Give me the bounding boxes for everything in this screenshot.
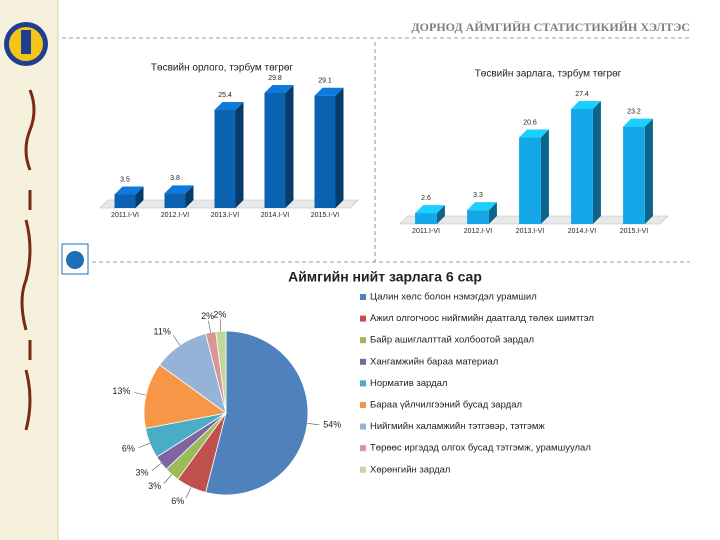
bar-top bbox=[164, 185, 194, 194]
pie-slice bbox=[215, 330, 227, 414]
x-tick-label: 2013.I-VI bbox=[516, 228, 544, 235]
bar bbox=[314, 95, 336, 208]
value-label: 23.2 bbox=[627, 108, 641, 115]
value-label: 2% bbox=[213, 310, 226, 320]
legend-label: Норматив зардал bbox=[370, 378, 447, 389]
legend-label: Нийгмийн халамжийн тэтгэвэр, тэтгэмж bbox=[370, 421, 545, 432]
leader-line bbox=[219, 319, 222, 332]
bar bbox=[214, 109, 236, 208]
x-tick-label: 2013.I-VI bbox=[211, 212, 239, 219]
x-tick-label: 2012.I-VI bbox=[464, 228, 492, 235]
bar bbox=[415, 213, 437, 224]
leader-line bbox=[151, 463, 162, 471]
leader-line bbox=[138, 442, 150, 448]
bar-side bbox=[235, 101, 244, 208]
bar bbox=[623, 126, 645, 224]
value-label: 3.8 bbox=[170, 175, 180, 182]
value-label: 2.6 bbox=[421, 195, 431, 202]
legend-label: Хангамжийн бараа материал bbox=[370, 356, 498, 367]
bar-side bbox=[488, 202, 497, 224]
value-label: 6% bbox=[171, 496, 184, 506]
bar-side bbox=[644, 118, 653, 224]
legend-label: Цалин хөлс болон нэмэгдэл урамшил bbox=[370, 292, 537, 303]
header-title: ДОРНОД АЙМГИЙН СТАТИСТИКИЙН ХЭЛТЭС bbox=[411, 20, 690, 34]
leader-line bbox=[172, 335, 181, 346]
bar-top bbox=[214, 101, 244, 110]
legend-swatch bbox=[360, 315, 366, 322]
value-label: 25.4 bbox=[218, 92, 232, 99]
chart-title: Төсвийн орлого, тэрбум төгрөг bbox=[151, 62, 293, 74]
bar bbox=[264, 93, 286, 208]
legend-swatch bbox=[360, 423, 366, 430]
x-tick-label: 2011.I-VI bbox=[111, 212, 139, 219]
bar bbox=[164, 193, 186, 208]
bar bbox=[571, 109, 593, 224]
bar-side bbox=[135, 186, 144, 208]
bar-side bbox=[335, 87, 344, 208]
legend-label: Хөрөнгийн зардал bbox=[370, 464, 450, 475]
value-label: 29.8 bbox=[268, 75, 282, 82]
bar bbox=[114, 194, 136, 208]
bar-top bbox=[314, 87, 344, 96]
value-label: 6% bbox=[122, 443, 135, 453]
legend-swatch bbox=[360, 445, 366, 452]
x-tick-label: 2012.I-VI bbox=[161, 212, 189, 219]
x-tick-label: 2015.I-VI bbox=[311, 212, 339, 219]
legend-swatch bbox=[360, 466, 366, 473]
leader-line bbox=[185, 487, 192, 499]
bar-top bbox=[264, 85, 294, 93]
leader-line bbox=[307, 422, 320, 426]
value-label: 13% bbox=[112, 386, 130, 396]
bar-side bbox=[185, 185, 194, 208]
bar-side bbox=[285, 85, 294, 208]
value-label: 20.6 bbox=[523, 119, 537, 126]
bar bbox=[519, 137, 541, 224]
leader-line bbox=[163, 474, 172, 484]
x-tick-label: 2015.I-VI bbox=[620, 228, 648, 235]
legend-swatch bbox=[360, 380, 366, 387]
bar-top bbox=[623, 118, 653, 127]
chart-title: Төсвийн зарлага, тэрбум төгрөг bbox=[475, 68, 622, 80]
value-label: 27.4 bbox=[575, 91, 589, 98]
value-label: 3.3 bbox=[473, 192, 483, 199]
legend-swatch bbox=[360, 294, 366, 300]
legend-label: Байр ашиглалттай холбоотой зардал bbox=[370, 335, 534, 346]
chart-title: Аймгийн нийт зарлага 6 сар bbox=[288, 269, 482, 285]
value-label: 3% bbox=[148, 481, 161, 491]
bar-top bbox=[519, 129, 549, 138]
value-label: 2% bbox=[201, 311, 214, 321]
leader-line bbox=[208, 320, 211, 333]
value-label: 3% bbox=[136, 467, 149, 477]
bar-top bbox=[114, 186, 144, 195]
value-label: 54% bbox=[323, 420, 341, 430]
pie-slice bbox=[143, 364, 227, 429]
script-decoration bbox=[20, 89, 36, 431]
bar-side bbox=[592, 101, 601, 224]
legend-label: Төрөөс иргэдэд олгох бусад тэтгэмж, урам… bbox=[370, 443, 591, 454]
bar-top bbox=[415, 205, 445, 214]
logo-mark bbox=[21, 30, 31, 54]
legend-swatch bbox=[360, 337, 366, 344]
pie-slice bbox=[205, 330, 309, 496]
value-label: 29.1 bbox=[318, 78, 332, 85]
legend-swatch bbox=[360, 402, 366, 408]
x-tick-label: 2014.I-VI bbox=[568, 228, 596, 235]
leader-line bbox=[134, 392, 147, 396]
value-label: 3.5 bbox=[120, 176, 130, 183]
legend-label: Бараа үйлчилгээний бусад зардал bbox=[370, 400, 522, 411]
x-tick-label: 2014.I-VI bbox=[261, 212, 289, 219]
legend-swatch bbox=[360, 358, 366, 365]
icon bbox=[66, 251, 84, 269]
bar-top bbox=[467, 202, 497, 211]
bar-side bbox=[540, 129, 549, 224]
legend-label: Ажил олгогчоос нийгмийн даатгалд төлөх ш… bbox=[370, 313, 594, 324]
value-label: 11% bbox=[154, 326, 171, 336]
bar-side bbox=[436, 205, 445, 224]
bar-top bbox=[571, 101, 601, 109]
x-tick-label: 2011.I-VI bbox=[412, 228, 440, 235]
bar bbox=[467, 210, 489, 224]
